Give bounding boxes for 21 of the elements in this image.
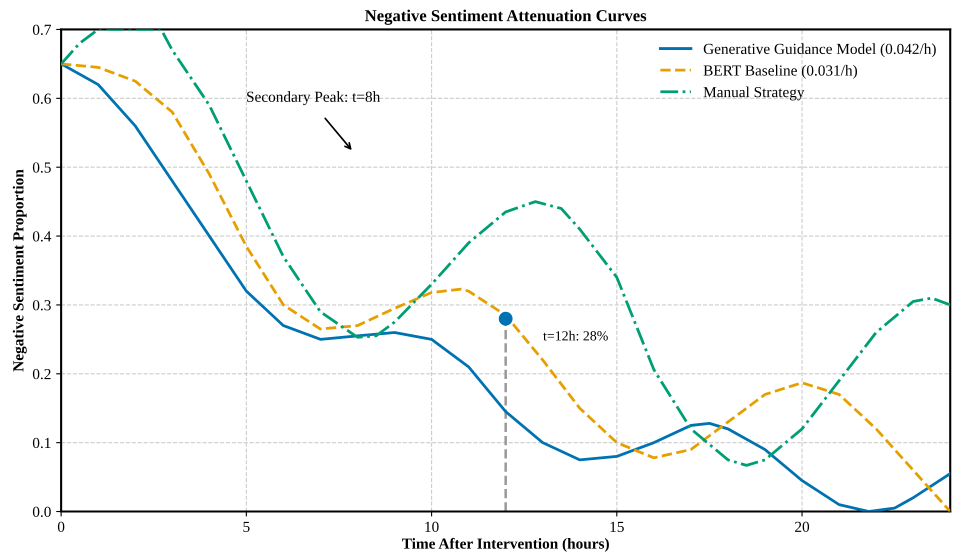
x-tick-label: 15 [610,522,624,532]
annotation: t=12h: 28% [543,330,608,341]
y-tick-label: 0.2 [32,368,51,380]
y-tick-label: 0.4 [32,231,52,242]
chart-title: Negative Sentiment Attenuation Curves [365,10,646,25]
legend-label: Manual Strategy [704,86,804,100]
x-tick-label: 5 [243,522,250,532]
x-axis-title: Time After Intervention (hours) [402,538,609,552]
y-tick-label: 0.5 [32,162,51,173]
y-tick-label: 0.7 [32,24,51,35]
x-tick-label: 0 [58,522,64,532]
x-tick-label: 10 [425,522,439,532]
annotation: Secondary Peak: t=8h [247,91,380,106]
y-tick-label: 0.0 [32,506,51,518]
y-tick-label: 0.6 [32,93,51,104]
y-tick-label: 0.1 [32,438,50,448]
legend-label: Generative Guidance Model (0.042/h) [704,43,936,58]
x-tick-label: 20 [795,522,810,532]
y-tick-label: 0.3 [32,300,51,310]
y-axis-title: Negative Sentiment Proportion [12,169,27,372]
legend-label: BERT Baseline (0.031/h) [704,64,858,79]
